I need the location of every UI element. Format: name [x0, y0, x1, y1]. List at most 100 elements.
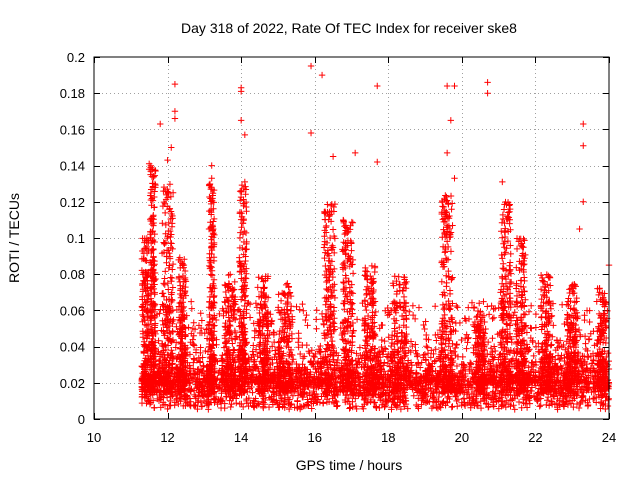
scatter-point: [353, 350, 360, 357]
scatter-point: [299, 355, 307, 362]
scatter-point: [502, 403, 510, 411]
scatter-point: [538, 375, 546, 382]
scatter-point: [573, 392, 581, 399]
scatter-point: [600, 400, 607, 408]
scatter-point: [433, 404, 440, 411]
x-tick-label: 22: [528, 430, 542, 445]
scatter-point: [473, 399, 481, 406]
scatter-point: [246, 385, 254, 392]
y-tick-label: 0.1: [67, 231, 85, 246]
scatter-point: [394, 401, 401, 409]
scatter-point: [590, 383, 597, 391]
scatter-point: [194, 405, 201, 413]
scatter-point: [262, 396, 269, 404]
scatter-point: [359, 403, 366, 410]
scatter-point: [460, 395, 468, 402]
scatter-point: [550, 393, 558, 400]
scatter-point: [330, 399, 338, 406]
chart-title: Day 318 of 2022, Rate Of TEC Index for r…: [181, 20, 517, 36]
scatter-point: [431, 358, 438, 365]
scatter-point: [543, 397, 551, 404]
scatter-point: [345, 395, 353, 402]
y-tick-label: 0.14: [60, 159, 85, 174]
scatter-point: [584, 401, 592, 409]
scatter-point: [287, 401, 294, 409]
scatter-point: [381, 403, 388, 411]
scatter-point: [402, 400, 410, 408]
scatter-point: [218, 390, 225, 397]
scatter-point: [228, 400, 235, 408]
scatter-point: [408, 362, 416, 369]
scatter-point: [227, 403, 234, 411]
scatter-point: [404, 405, 411, 412]
scatter-point: [311, 353, 318, 361]
scatter-point: [294, 404, 301, 412]
scatter-point: [410, 392, 417, 399]
scatter-point: [458, 401, 465, 409]
scatter-point: [143, 400, 150, 407]
scatter-point: [428, 404, 436, 412]
scatter-point: [352, 395, 359, 402]
scatter-point: [214, 400, 221, 408]
scatter-point: [477, 404, 485, 412]
scatter-point: [579, 393, 587, 401]
scatter-point: [300, 390, 307, 397]
scatter-point: [578, 373, 585, 380]
scatter-point: [573, 400, 581, 408]
scatter-point: [434, 405, 442, 412]
scatter-point: [325, 398, 333, 406]
scatter-point: [365, 392, 373, 399]
scatter-point: [313, 369, 320, 376]
scatter-point: [150, 404, 158, 412]
scatter-point: [435, 393, 443, 401]
scatter-point: [602, 397, 609, 404]
scatter-point: [249, 389, 256, 396]
scatter-point: [353, 405, 360, 413]
scatter-point: [146, 400, 154, 408]
scatter-point: [567, 400, 575, 407]
scatter-point: [356, 382, 363, 390]
scatter-point: [233, 399, 240, 407]
scatter-point: [289, 392, 297, 400]
scatter-point: [305, 383, 312, 391]
scatter-point: [574, 389, 582, 397]
y-tick-label: 0.02: [60, 376, 85, 391]
x-tick-label: 16: [307, 430, 321, 445]
scatter-point: [199, 354, 206, 361]
scatter-point: [564, 401, 572, 409]
y-tick-label: 0.2: [67, 50, 85, 65]
y-tick-label: 0: [78, 412, 85, 427]
scatter-point: [389, 396, 396, 403]
y-tick-label: 0.08: [60, 267, 85, 282]
scatter-point: [294, 398, 301, 405]
scatter-point: [430, 350, 437, 358]
scatter-point: [590, 388, 598, 396]
x-tick-label: 18: [381, 430, 395, 445]
scatter-point: [205, 406, 212, 413]
y-tick-label: 0.12: [60, 195, 85, 210]
data-points: [138, 62, 613, 413]
scatter-point: [427, 354, 435, 361]
scatter-point: [470, 388, 478, 396]
scatter-point: [510, 402, 517, 409]
tick-labels: 10 12 14 16 18 20 22 2400.020.040.060.080.10.12…: [60, 50, 617, 445]
scatter-point: [319, 400, 327, 407]
scatter-point: [176, 394, 183, 401]
scatter-point: [413, 387, 421, 394]
scatter-point: [415, 395, 422, 402]
scatter-point: [259, 393, 267, 400]
scatter-point: [248, 383, 255, 391]
scatter-point: [530, 352, 537, 360]
scatter-point: [180, 402, 187, 410]
scatter-point: [370, 399, 378, 406]
scatter-point: [530, 393, 538, 401]
scatter-point: [525, 364, 532, 371]
scatter-point: [605, 396, 612, 403]
scatter-point: [554, 395, 561, 403]
scatter-point: [561, 393, 569, 401]
scatter-point: [448, 403, 455, 411]
scatter-point: [352, 402, 360, 410]
scatter-point: [334, 402, 341, 409]
scatter-point: [211, 395, 218, 402]
